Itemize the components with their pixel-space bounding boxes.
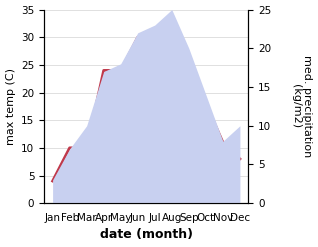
Y-axis label: max temp (C): max temp (C): [5, 68, 16, 145]
X-axis label: date (month): date (month): [100, 228, 193, 242]
Y-axis label: med. precipitation
(kg/m2): med. precipitation (kg/m2): [291, 55, 313, 158]
